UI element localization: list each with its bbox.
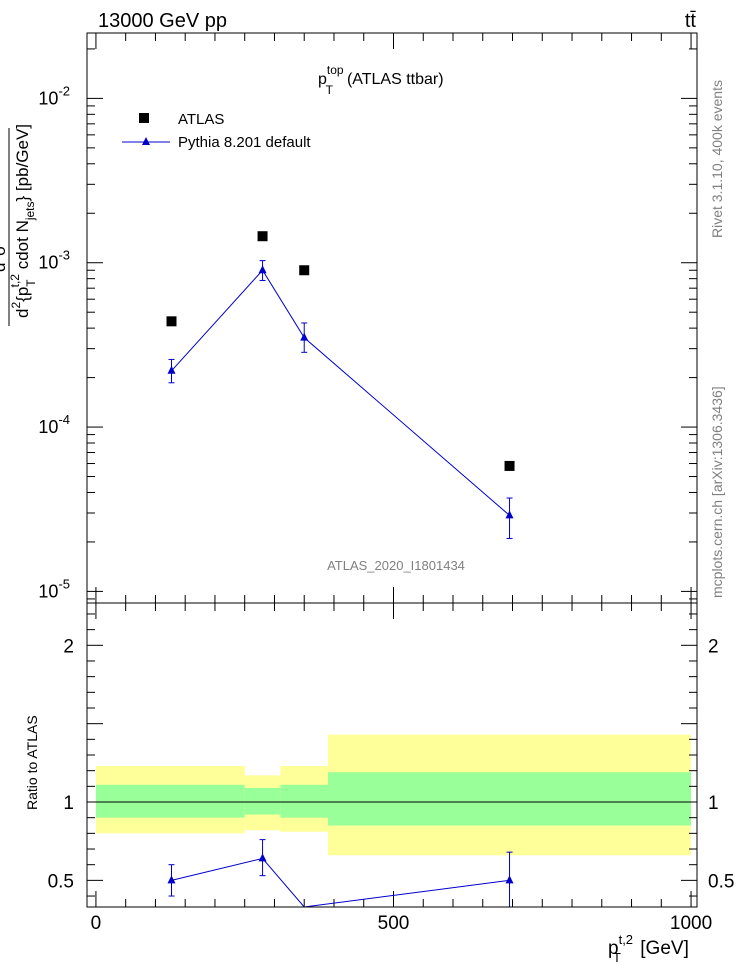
ytick-base: 10 [38,417,58,437]
ylabel-denominator: d2{pTt,2 cdot Njets} [pb/GeV] [8,124,38,318]
lower-ticks: 0.5 0.5 1 1 2 2 0 500 1000 [48,603,734,934]
xtick-label: 500 [378,913,410,934]
ytick-base: 10 [38,581,58,601]
upper-ytick-label: 10-2 [38,83,70,108]
lower-series [167,839,514,908]
ratio-band-inner [244,787,281,815]
atlas-point [504,460,515,471]
ratio-point [167,875,176,884]
upper-ytick-label: 10-3 [38,248,70,273]
ylabel-numerator: d2σfid [0,233,9,272]
atlas-point [166,316,177,327]
upper-ytick-label: 10-4 [38,412,70,437]
xtick-label: 0 [91,913,102,934]
ratio-line [171,857,510,908]
ratio-band-inner [328,772,692,826]
legend: ATLAS Pythia 8.201 default [122,111,311,151]
upper-ticks: 10-210-310-410-5 [38,33,697,603]
header-right: tt̄ [685,10,697,32]
legend-label-atlas: ATLAS [178,111,224,128]
ratio-band-inner [95,784,245,818]
ratio-band-inner [280,784,329,818]
plot-title: ptop T (ATLAS ttbar) [318,63,444,97]
pythia-line [171,269,510,516]
ratio-point [258,853,267,862]
analysis-watermark: ATLAS_2020_I1801434 [327,558,465,573]
atlas-point [257,231,268,242]
legend-marker-atlas [139,113,149,123]
ratio-bands [87,734,697,856]
pythia-point [300,332,309,341]
upper-ylabel: d2{pTt,2 cdot Njets} [pb/GeV] d2σfid [0,124,38,326]
plot-title-sub: T [326,83,334,97]
lower-ytick-label-left: 1 [63,793,74,814]
ytick-exp: -3 [58,248,70,263]
upper-ytick-label: 10-5 [38,576,70,601]
side-label-mcplots: mcplots.cern.ch [arXiv:1306.3436] [709,386,725,598]
upper-panel: 10-210-310-410-5 ptop T(ATLAS ttbar) ATLA… [0,32,698,604]
plot-title-rest: (ATLAS ttbar) [347,71,444,88]
lower-ytick-label-right: 1 [708,793,719,814]
lower-ytick-label-right: 0.5 [708,871,734,892]
ytick-base: 10 [38,88,58,108]
legend-label-pythia: Pythia 8.201 default [178,134,311,151]
pythia-point [258,265,267,274]
xlabel: pt,2 T [GeV] [608,932,689,965]
ytick-exp: -4 [58,412,70,427]
header-left: 13000 GeV pp [98,10,227,32]
pythia-point [167,365,176,374]
ytick-exp: -2 [58,83,70,98]
ratio-point [505,875,514,884]
legend-marker-pythia [142,137,150,145]
pythia-point [505,510,514,519]
side-label-rivet: Rivet 3.1.10, 400k events [709,80,725,238]
xtick-label: 1000 [670,913,712,934]
lower-ytick-label-left: 0.5 [48,871,74,892]
upper-series [166,231,515,539]
lower-ytick-label-right: 2 [708,636,719,657]
lower-panel: 0.5 0.5 1 1 2 2 0 500 1000 Ratio to ATLAS pt,2 T … [24,602,734,965]
lower-ylabel: Ratio to ATLAS [24,715,40,810]
lower-ytick-label-left: 2 [63,636,74,657]
ytick-exp: -5 [58,576,70,591]
lower-frame [86,602,698,908]
atlas-point [299,265,310,276]
ytick-base: 10 [38,253,58,273]
plot-title-main: p [318,71,327,88]
plot-title-sup: top [327,63,344,77]
